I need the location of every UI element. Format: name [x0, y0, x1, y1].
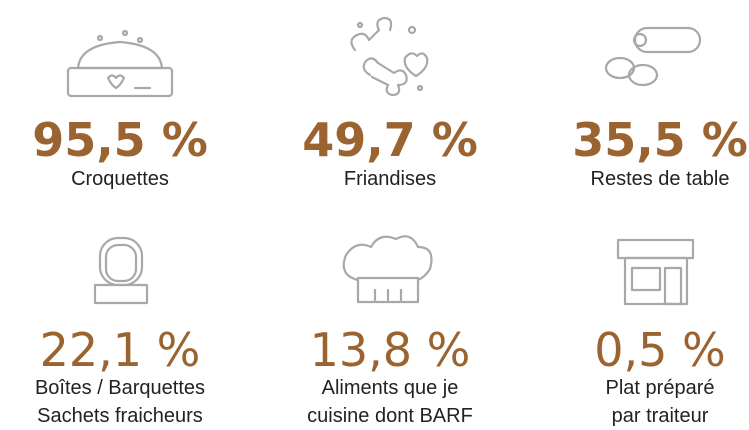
icon-treats	[350, 16, 429, 97]
value: 35,5 %	[572, 113, 748, 167]
icon-chef-hat	[342, 235, 433, 304]
label: cuisine dont BARF	[307, 405, 473, 427]
label: Croquettes	[71, 168, 169, 190]
label: Friandises	[344, 168, 436, 190]
label: Restes de table	[591, 168, 730, 190]
value: 0,5 %	[594, 323, 726, 377]
label: Boîtes / Barquettes	[35, 377, 205, 399]
value: 22,1 %	[40, 323, 201, 377]
label: par traiteur	[612, 405, 709, 427]
label: Aliments que je	[322, 377, 459, 399]
label: Plat préparé	[606, 377, 715, 399]
value: 95,5 %	[32, 113, 208, 167]
icon-tin	[93, 236, 149, 305]
value: 49,7 %	[302, 113, 478, 167]
icon-shop	[616, 238, 695, 306]
icon-bowl	[66, 29, 174, 98]
value: 13,8 %	[310, 323, 471, 377]
label: Sachets fraicheurs	[37, 405, 203, 427]
icon-leftovers	[604, 26, 702, 87]
